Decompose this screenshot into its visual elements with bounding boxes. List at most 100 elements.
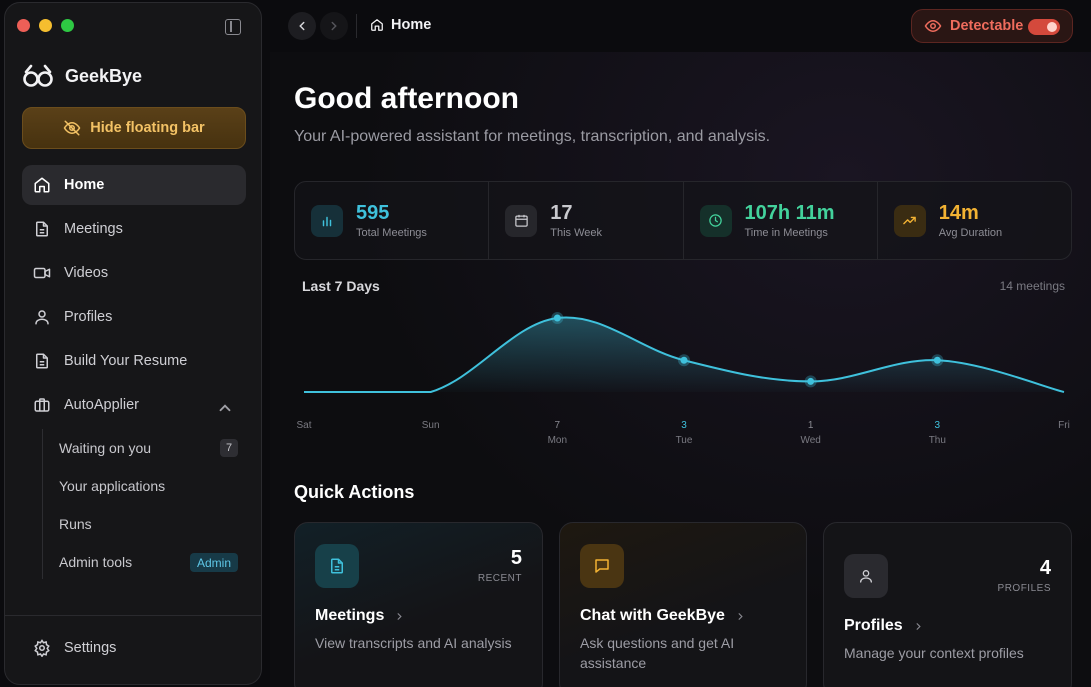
- chart-value-label: 1: [808, 420, 814, 431]
- sidebar-item-label: AutoApplier: [64, 397, 139, 413]
- sidebar-item-build-your-resume[interactable]: Build Your Resume: [22, 341, 246, 381]
- document-icon: [36, 353, 48, 369]
- chart-point[interactable]: [933, 356, 941, 364]
- breadcrumb-label: Home: [391, 17, 432, 33]
- minimize-window-button[interactable]: [39, 19, 52, 32]
- trending-up-icon: [893, 204, 926, 237]
- chevron-right-icon: [916, 622, 921, 630]
- home-icon: [34, 177, 50, 193]
- chart-value-label: 3: [935, 420, 941, 431]
- stat-avg-duration: 14m Avg Duration: [878, 182, 1071, 259]
- sidebar-item-label: Meetings: [64, 221, 123, 237]
- maximize-window-button[interactable]: [61, 19, 74, 32]
- chart-value-label: 3: [681, 420, 687, 431]
- sidebar-subitem-label: Runs: [59, 516, 92, 532]
- sidebar-item-label: Home: [64, 177, 105, 193]
- chart-category-label: Thu: [929, 435, 946, 446]
- hide-floating-bar-label: Hide floating bar: [90, 120, 205, 136]
- stat-label: Time in Meetings: [744, 227, 828, 239]
- topbar-divider: [356, 14, 357, 38]
- activity-chart: Sat Sun 7 Mon 3 Tue 1 Wed 3 Thu Fri: [294, 302, 1074, 450]
- card-title: Chat with GeekBye: [580, 607, 746, 625]
- window-controls: [17, 19, 74, 32]
- stat-label: Avg Duration: [938, 227, 1003, 239]
- sidebar-item-settings[interactable]: Settings: [33, 639, 116, 657]
- stat-value: 107h 11m: [744, 202, 835, 224]
- card-title: Profiles: [844, 617, 924, 635]
- sidebar-item-videos[interactable]: Videos: [22, 253, 246, 293]
- stat-label: Total Meetings: [356, 227, 427, 239]
- user-icon: [35, 310, 49, 325]
- detectable-toggle[interactable]: [1028, 19, 1060, 35]
- chart-category-label: Tue: [676, 435, 693, 446]
- user-icon: [844, 554, 888, 598]
- detectable-toggle-pill[interactable]: Detectable: [911, 9, 1073, 43]
- sidebar-item-label: Profiles: [64, 309, 113, 325]
- forward-button[interactable]: [320, 12, 348, 40]
- card-title-text: Chat with GeekBye: [580, 607, 725, 624]
- card-description: Manage your context profiles: [844, 645, 1024, 661]
- sidebar-nav: Home Meetings Videos Profiles Build Your…: [22, 165, 246, 429]
- sidebar-item-profiles[interactable]: Profiles: [22, 297, 246, 337]
- activity-chart-svg: Sat Sun 7 Mon 3 Tue 1 Wed 3 Thu Fri: [296, 312, 1070, 446]
- sidebar-item-label: Videos: [64, 265, 109, 281]
- stat-value: 595: [356, 202, 390, 224]
- count-badge: 7: [220, 439, 238, 457]
- document-icon: [36, 221, 48, 237]
- card-count-label: PROFILES: [997, 583, 1051, 594]
- home-icon: [371, 19, 383, 31]
- admin-badge: Admin: [189, 553, 238, 572]
- chart-title: Last 7 Days: [302, 278, 380, 294]
- sidebar-subitem-waiting-on-you[interactable]: Waiting on you 7: [43, 429, 242, 467]
- sidebar-subitem-runs[interactable]: Runs: [43, 505, 242, 543]
- chart-point[interactable]: [680, 356, 688, 364]
- sidebar-item-home[interactable]: Home: [22, 165, 246, 205]
- chart-point[interactable]: [553, 314, 561, 322]
- chart-category-label: Mon: [548, 435, 567, 446]
- topbar: Home Detectable: [270, 0, 1091, 52]
- chevron-left-icon: [299, 21, 305, 31]
- quick-action-profiles[interactable]: 4 PROFILES Profiles Manage your context …: [823, 522, 1072, 687]
- sidebar-subitem-your-applications[interactable]: Your applications: [43, 467, 242, 505]
- card-count: 5: [510, 547, 522, 569]
- quick-actions-title: Quick Actions: [294, 482, 415, 502]
- bar-chart-icon: [311, 204, 343, 237]
- quick-action-meetings[interactable]: 5 RECENT Meetings View transcripts and A…: [294, 522, 543, 687]
- back-button[interactable]: [288, 12, 316, 40]
- quick-action-chat[interactable]: Chat with GeekBye Ask questions and get …: [559, 522, 807, 687]
- stat-time-in-meetings: 107h 11m Time in Meetings: [684, 182, 878, 259]
- settings-label: Settings: [64, 640, 117, 656]
- sidebar-subitem-admin-tools[interactable]: Admin tools Admin: [43, 543, 242, 581]
- chart-value-label: 7: [555, 420, 561, 431]
- autoapplier-subnav: Waiting on you 7 Your applications Runs …: [42, 429, 242, 579]
- sidebar-subitem-label: Admin tools: [59, 554, 133, 570]
- card-description: View transcripts and AI analysis: [315, 635, 512, 651]
- stats-bar: 595 Total Meetings 17 This Week 107h 11m…: [294, 181, 1072, 260]
- document-icon: [315, 544, 359, 588]
- card-count: 4: [1039, 557, 1051, 579]
- stat-this-week: 17 This Week: [489, 182, 684, 259]
- chart-category-label: Fri: [1058, 420, 1070, 431]
- video-icon: [33, 267, 51, 279]
- chart-category-label: Sun: [422, 420, 440, 431]
- eye-off-icon: [63, 120, 81, 136]
- chart-category-label: Wed: [800, 435, 820, 446]
- card-title-text: Meetings: [315, 607, 385, 624]
- page-title: Good afternoon: [294, 82, 519, 115]
- chevron-up-icon[interactable]: [216, 399, 234, 417]
- chart-category-label: Sat: [296, 420, 311, 431]
- gear-icon: [34, 639, 50, 657]
- chart-point[interactable]: [807, 377, 815, 385]
- sidebar-item-meetings[interactable]: Meetings: [22, 209, 246, 249]
- close-window-button[interactable]: [17, 19, 30, 32]
- hide-floating-bar-button[interactable]: Hide floating bar: [22, 107, 246, 149]
- page-subtitle: Your AI-powered assistant for meetings, …: [294, 128, 771, 145]
- quick-actions: 5 RECENT Meetings View transcripts and A…: [294, 522, 1074, 687]
- stat-total-meetings: 595 Total Meetings: [295, 182, 490, 259]
- calendar-icon: [505, 204, 538, 237]
- chevron-right-icon: [738, 612, 743, 620]
- breadcrumb: Home: [370, 17, 431, 33]
- stat-value: 14m: [938, 202, 979, 224]
- collapse-sidebar-icon[interactable]: [225, 19, 241, 35]
- sidebar-item-autoapplier[interactable]: AutoApplier: [22, 385, 246, 425]
